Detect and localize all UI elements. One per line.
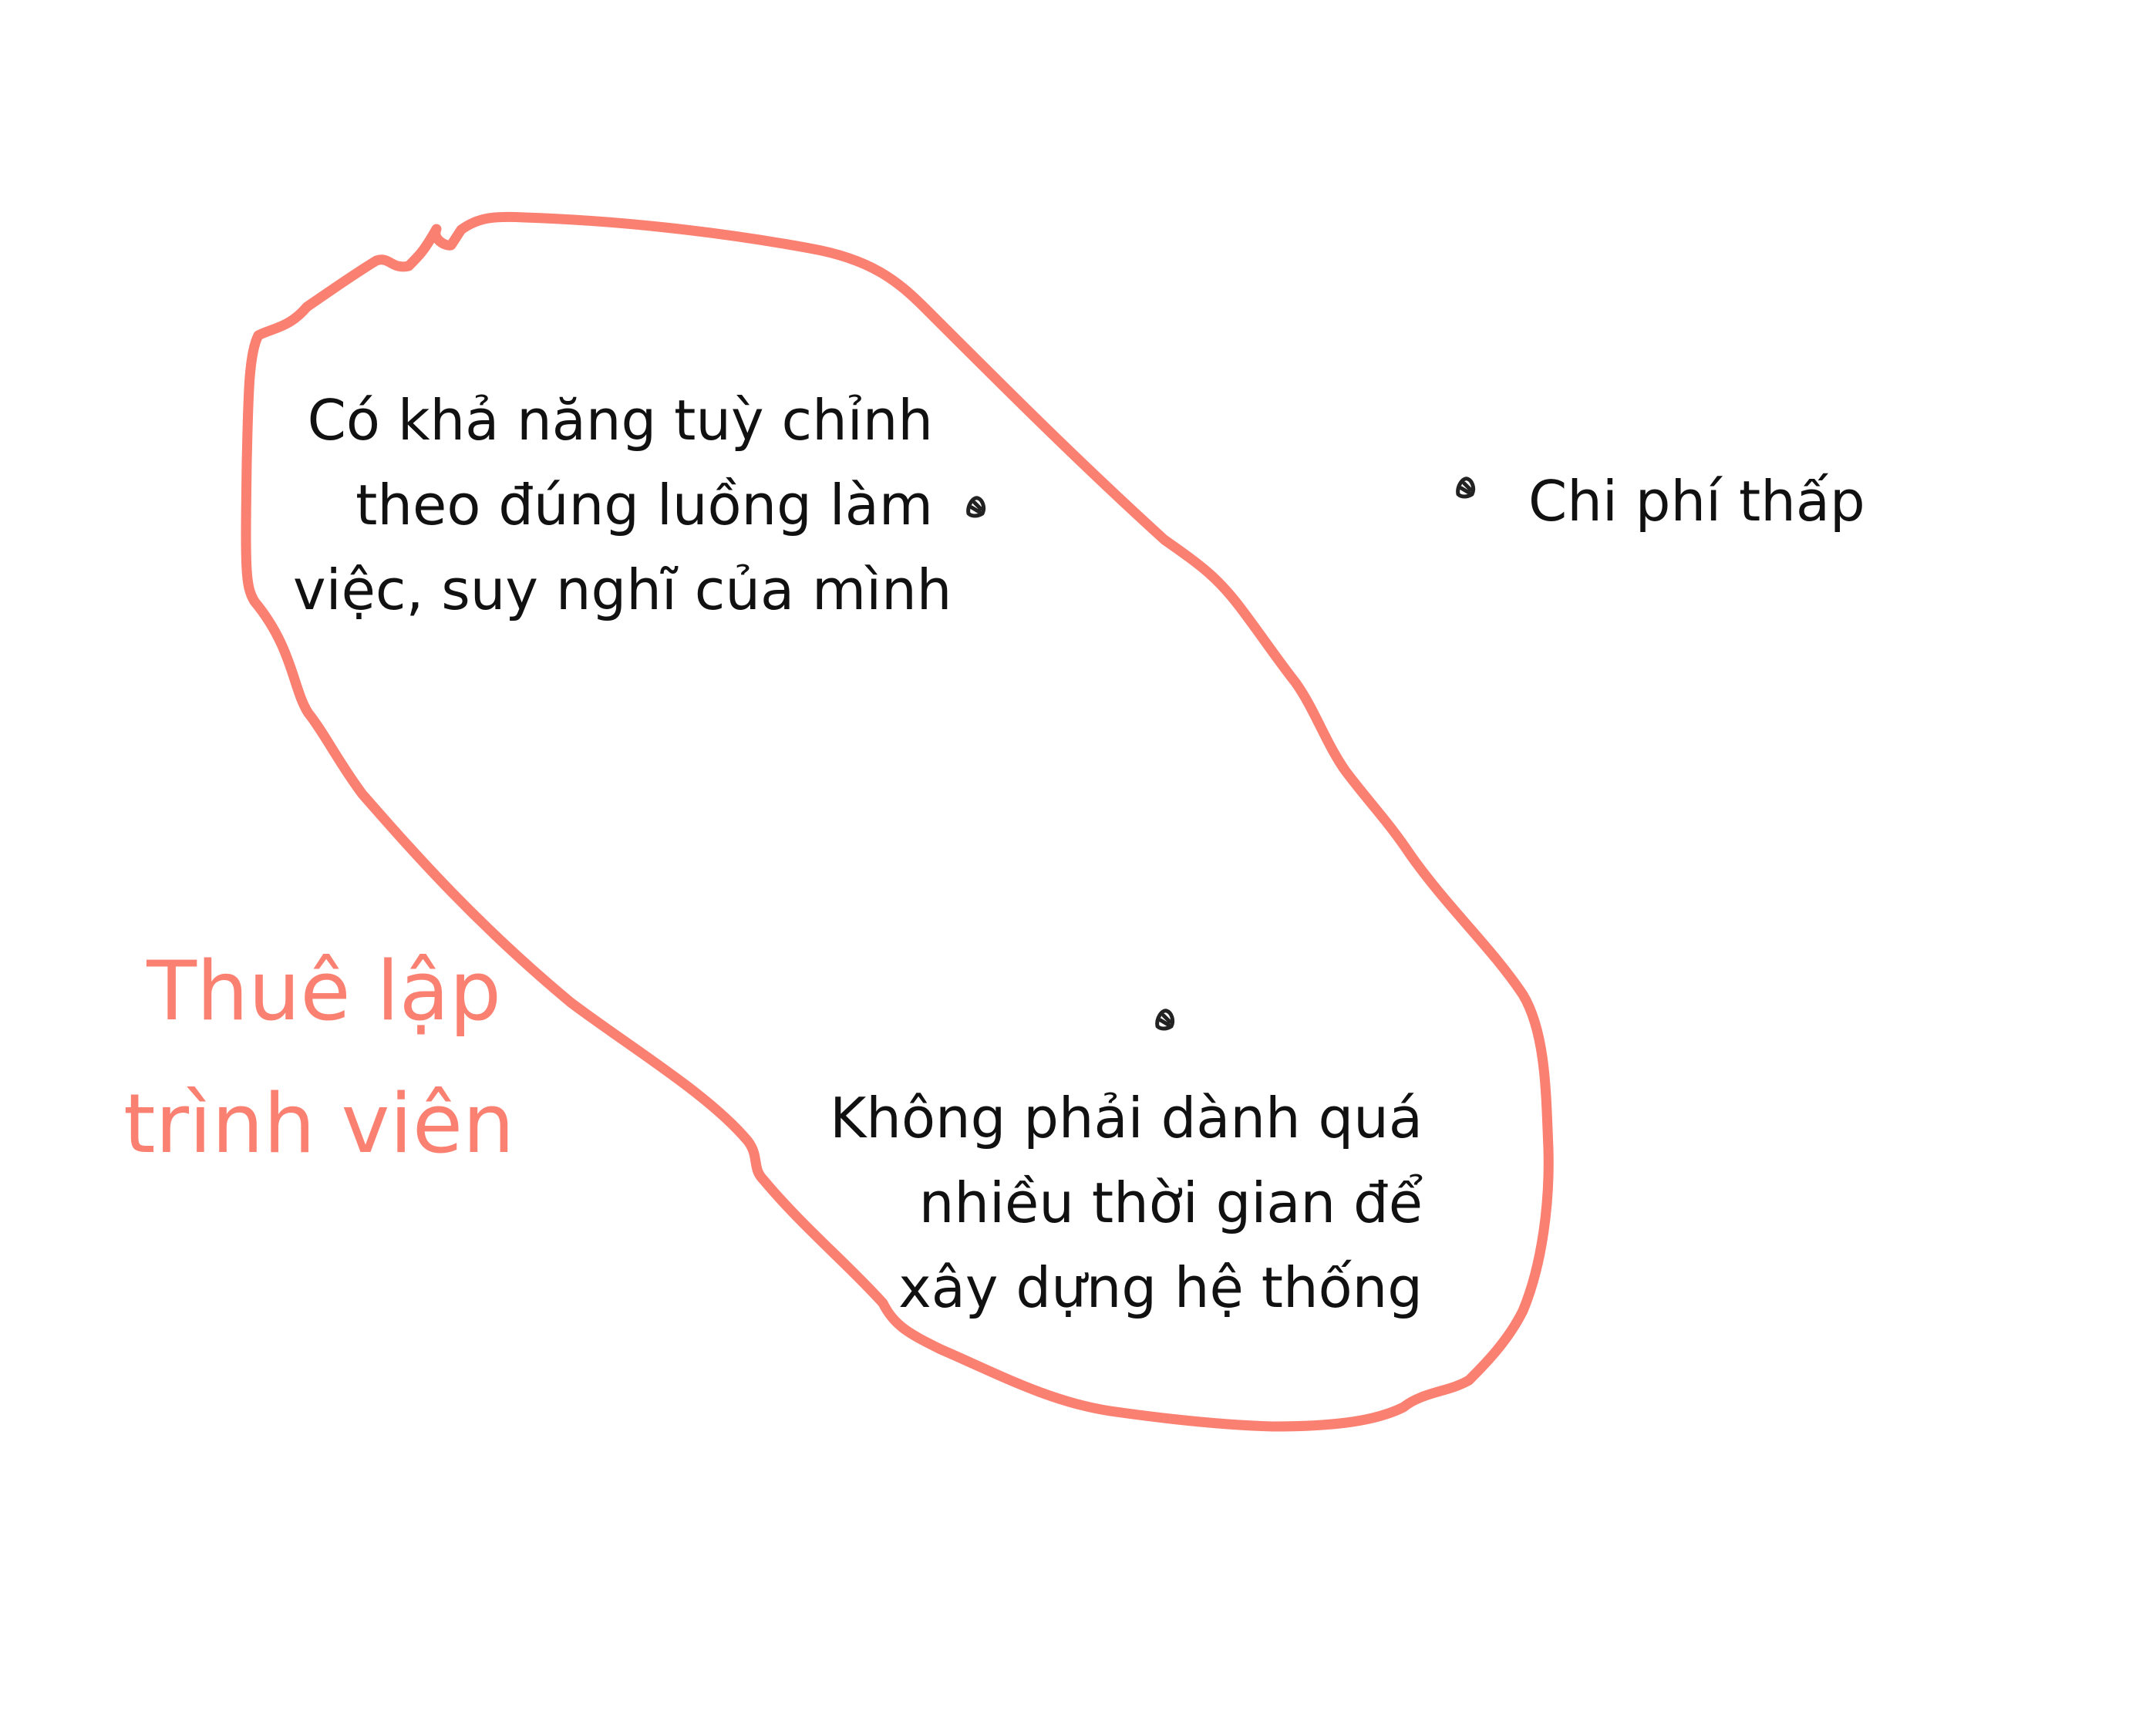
cluster-label-hire-developer: Thuê lập trình viên <box>123 925 515 1191</box>
note-low-cost: Chi phí thấp <box>1528 459 1865 544</box>
note-line: Không phải dành quá <box>830 1086 1423 1150</box>
cluster-label-line: Thuê lập <box>147 944 501 1039</box>
rock-icon-stroke <box>1155 1009 1175 1031</box>
cluster-outline <box>241 211 1554 1432</box>
note-line: Chi phí thấp <box>1528 469 1865 534</box>
rock-icon-stroke <box>1456 477 1476 499</box>
note-line: theo đúng luồng làm <box>355 473 933 537</box>
rock-icon <box>1456 477 1476 499</box>
note-line: Có khả năng tuỳ chỉnh <box>307 388 933 453</box>
note-line: xây dựng hệ thống <box>898 1255 1423 1320</box>
note-line: việc, suy nghĩ của mình <box>293 557 952 622</box>
note-save-time: Không phải dành quá nhiều thời gian để x… <box>802 1076 1423 1330</box>
note-line: nhiều thời gian để <box>918 1170 1423 1235</box>
rock-icon <box>966 496 986 518</box>
rock-icon-stroke <box>966 496 986 518</box>
rock-icon <box>1155 1009 1175 1031</box>
cluster-label-line: trình viên <box>123 1076 515 1171</box>
note-customize-workflow: Có khả năng tuỳ chỉnh theo đúng luồng là… <box>293 378 952 632</box>
